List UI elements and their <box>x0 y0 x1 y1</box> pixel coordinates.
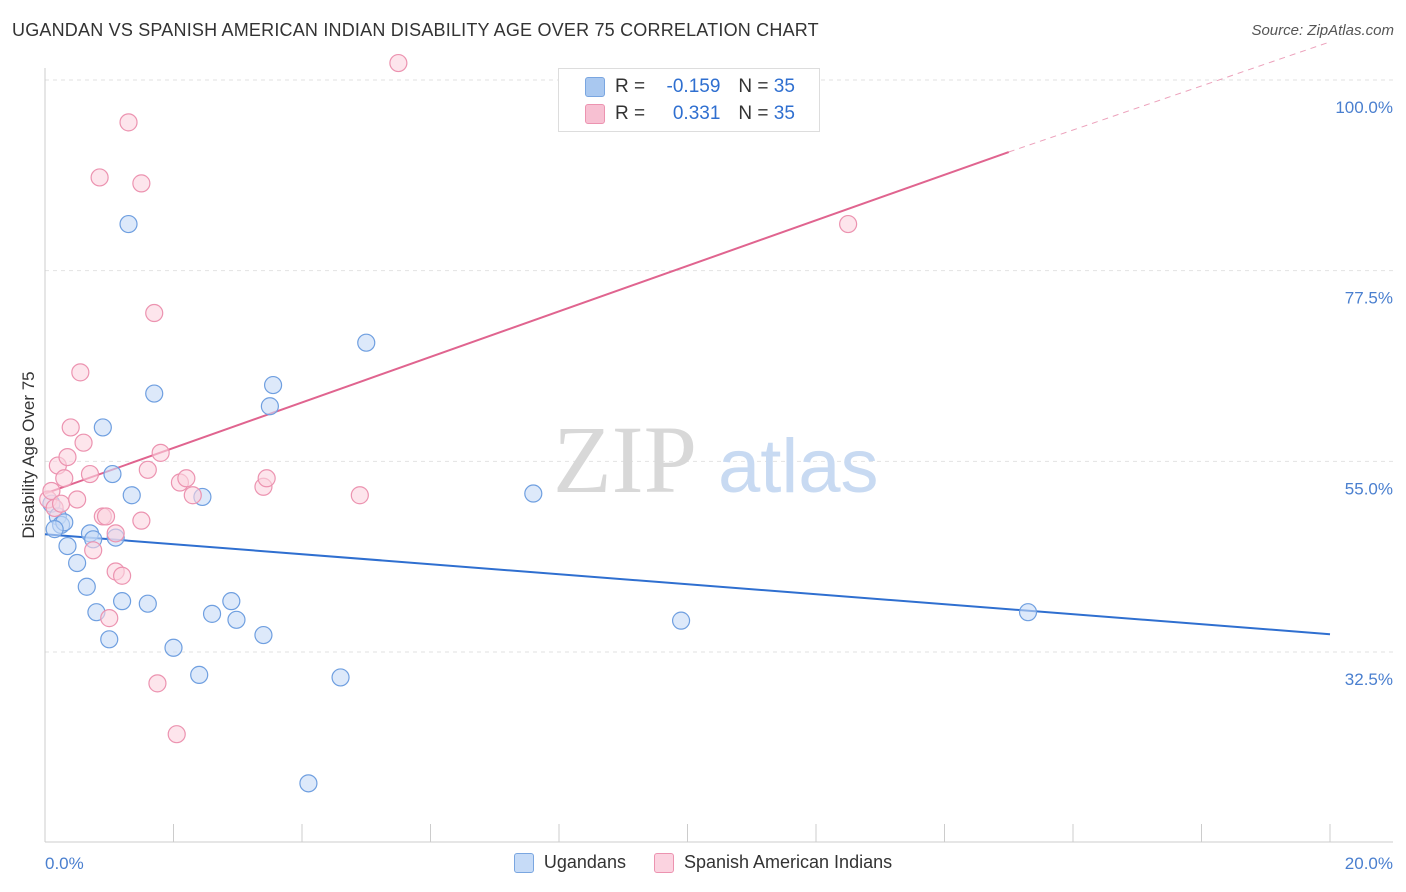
bottom-legend-swatch-ugandans <box>513 852 534 873</box>
legend-row-spanish-american-indians: R = 0.331 N = 35 <box>559 101 795 127</box>
y-tick-label: 55.0% <box>1345 479 1393 498</box>
legend-r-value: -0.159 <box>666 76 721 97</box>
data-point-spanish-american-indians <box>839 214 858 234</box>
data-point-spanish-american-indians <box>68 490 87 509</box>
trend-line-spanish-american-indians <box>44 151 1010 495</box>
legend-n-value: 35 <box>773 76 795 97</box>
data-point-spanish-american-indians <box>100 609 119 628</box>
legend-n-value: 35 <box>773 103 795 124</box>
trend-line-ugandans <box>44 533 1331 636</box>
data-point-spanish-american-indians <box>145 303 164 323</box>
data-point-spanish-american-indians <box>112 566 132 585</box>
legend-swatch-ugandans <box>585 77 605 97</box>
watermark-zip: ZIP <box>553 406 697 513</box>
legend-r-label: R = <box>615 103 646 124</box>
x-tick-label: 20.0% <box>1345 854 1393 873</box>
data-point-ugandans <box>263 375 283 395</box>
data-point-ugandans <box>331 668 350 687</box>
data-point-spanish-american-indians <box>151 443 170 462</box>
legend-r-value: 0.331 <box>672 103 721 124</box>
data-point-spanish-american-indians <box>183 486 202 505</box>
data-points <box>39 53 1038 793</box>
bottom-legend-item-ugandans: Ugandans <box>513 852 626 873</box>
data-point-ugandans <box>202 604 222 623</box>
bottom-legend-label-spanish-american-indians: Spanish American Indians <box>683 852 893 872</box>
legend-r-label: R = <box>615 76 646 97</box>
grid-lines <box>45 79 1393 653</box>
data-point-ugandans <box>164 638 183 657</box>
legend-n-label: N = <box>738 103 769 124</box>
data-point-spanish-american-indians <box>167 725 186 744</box>
watermark-atlas: atlas <box>718 424 879 509</box>
data-point-spanish-american-indians <box>148 674 167 693</box>
data-point-ugandans <box>671 611 691 630</box>
y-axis-label: Disability Age Over 75 <box>19 371 38 538</box>
data-point-ugandans <box>77 577 96 596</box>
y-tick-label: 32.5% <box>1345 670 1393 689</box>
axes <box>44 68 1393 843</box>
y-tick-label: 100.0% <box>1335 98 1393 117</box>
bottom-legend-label-ugandans: Ugandans <box>543 852 626 872</box>
data-point-spanish-american-indians <box>132 174 151 193</box>
data-point-ugandans <box>357 333 376 352</box>
y-tick-label: 77.5% <box>1345 289 1393 308</box>
data-point-ugandans <box>112 592 132 611</box>
watermark: ZIP atlas <box>553 406 879 513</box>
data-point-spanish-american-indians <box>138 460 157 479</box>
data-point-ugandans <box>100 630 119 649</box>
data-point-ugandans <box>58 536 77 556</box>
data-point-ugandans <box>222 592 241 611</box>
data-point-ugandans <box>260 397 279 416</box>
data-point-spanish-american-indians <box>96 507 116 526</box>
data-point-spanish-american-indians <box>132 511 151 530</box>
data-point-spanish-american-indians <box>90 168 109 187</box>
data-point-ugandans <box>119 214 138 234</box>
data-point-spanish-american-indians <box>106 524 125 543</box>
legend-row-ugandans: R = -0.159 N = 35 <box>559 74 795 100</box>
tick-labels: 32.5% 55.0% 77.5% 100.0% 0.0% 20.0% <box>45 98 1393 873</box>
data-point-ugandans <box>93 418 112 437</box>
data-point-spanish-american-indians <box>55 469 74 488</box>
data-point-ugandans <box>227 610 246 629</box>
data-point-ugandans <box>103 464 122 484</box>
data-point-ugandans <box>254 625 273 645</box>
chart-title: UGANDAN VS SPANISH AMERICAN INDIAN DISAB… <box>12 20 819 40</box>
source-label: Source: ZipAtlas.com <box>1251 22 1394 39</box>
data-point-spanish-american-indians <box>119 113 138 132</box>
trend-lines <box>44 41 1331 636</box>
data-point-ugandans <box>145 384 164 403</box>
bottom-legend: Ugandans Spanish American Indians <box>0 852 1406 873</box>
legend-n-label: N = <box>738 76 769 97</box>
legend-swatch-spanish-american-indians <box>585 104 605 124</box>
data-point-spanish-american-indians <box>84 541 103 560</box>
x-tick-label: 0.0% <box>45 854 84 873</box>
data-point-spanish-american-indians <box>177 469 196 488</box>
data-point-spanish-american-indians <box>350 486 369 505</box>
data-point-ugandans <box>524 484 543 503</box>
data-point-spanish-american-indians <box>74 433 93 452</box>
trend-line-dashed-spanish-american-indians <box>1008 41 1331 153</box>
data-point-ugandans <box>68 553 87 573</box>
data-point-spanish-american-indians <box>257 469 276 488</box>
data-point-spanish-american-indians <box>61 418 80 437</box>
data-point-ugandans <box>190 665 209 684</box>
data-point-ugandans <box>122 486 141 505</box>
data-point-spanish-american-indians <box>80 464 100 484</box>
data-point-spanish-american-indians <box>71 363 90 382</box>
data-point-spanish-american-indians <box>58 447 77 467</box>
bottom-legend-swatch-spanish-american-indians <box>653 852 674 873</box>
data-point-ugandans <box>299 774 318 793</box>
data-point-ugandans <box>45 520 64 539</box>
data-point-ugandans <box>1018 603 1038 622</box>
bottom-legend-item-spanish-american-indians: Spanish American Indians <box>653 852 893 873</box>
data-point-spanish-american-indians <box>389 53 408 73</box>
data-point-ugandans <box>138 594 157 613</box>
legend: R = -0.159 N = 35 R = 0.331 N = 35 <box>558 68 820 132</box>
data-point-spanish-american-indians <box>51 494 71 513</box>
